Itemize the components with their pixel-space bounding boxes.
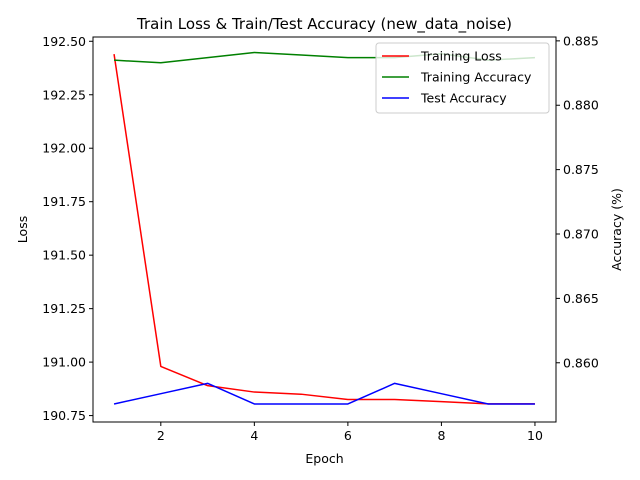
y-left-tick-label: 191.00 — [42, 355, 86, 370]
y-right-tick-label: 0.870 — [563, 227, 599, 242]
legend-box — [375, 42, 550, 114]
y-left-tick-label: 191.25 — [42, 301, 86, 316]
y-axis-left: 190.75 191.00 191.25 191.50 191.75 192.00 192.… — [42, 34, 93, 423]
y-axis-right: 0.860 0.865 0.870 0.875 0.880 0.885 — [556, 33, 599, 370]
y-left-tick-label: 192.25 — [42, 87, 86, 102]
x-tick-label: 4 — [250, 428, 258, 443]
y-axis-left-label: Loss — [15, 216, 30, 243]
y-left-tick-label: 192.50 — [42, 34, 86, 49]
y-left-tick-label: 191.75 — [42, 194, 86, 209]
y-axis-right-label: Accuracy (%) — [609, 188, 624, 271]
x-tick-label: 2 — [157, 428, 165, 443]
y-right-tick-label: 0.875 — [563, 162, 599, 177]
series-line-test-accuracy — [113, 382, 535, 405]
y-left-tick-label: 191.50 — [42, 248, 86, 263]
legend-entry-test-accuracy: Test Accuracy — [420, 91, 507, 106]
legend: Training Loss Training Accuracy Test Accur… — [375, 42, 550, 114]
chart-title: Train Loss & Train/Test Accuracy (new_da… — [136, 15, 512, 34]
y-left-tick-label: 190.75 — [42, 408, 86, 423]
y-right-tick-label: 0.885 — [563, 33, 599, 48]
x-axis-label: Epoch — [305, 451, 343, 466]
x-tick-label: 10 — [527, 428, 543, 443]
y-right-tick-label: 0.865 — [563, 291, 599, 306]
x-axis: 2 4 6 8 10 — [157, 422, 543, 443]
legend-entry-training-loss: Training Loss — [420, 49, 502, 64]
y-left-tick-label: 192.00 — [42, 141, 86, 156]
y-right-tick-label: 0.860 — [563, 355, 599, 370]
plot-area — [92, 36, 557, 423]
legend-entry-training-accuracy: Training Accuracy — [420, 70, 532, 85]
x-tick-label: 8 — [437, 428, 445, 443]
plot-frame — [92, 36, 557, 423]
y-right-tick-label: 0.880 — [563, 98, 599, 113]
series-line-training-loss — [113, 53, 535, 405]
x-tick-label: 6 — [344, 428, 352, 443]
